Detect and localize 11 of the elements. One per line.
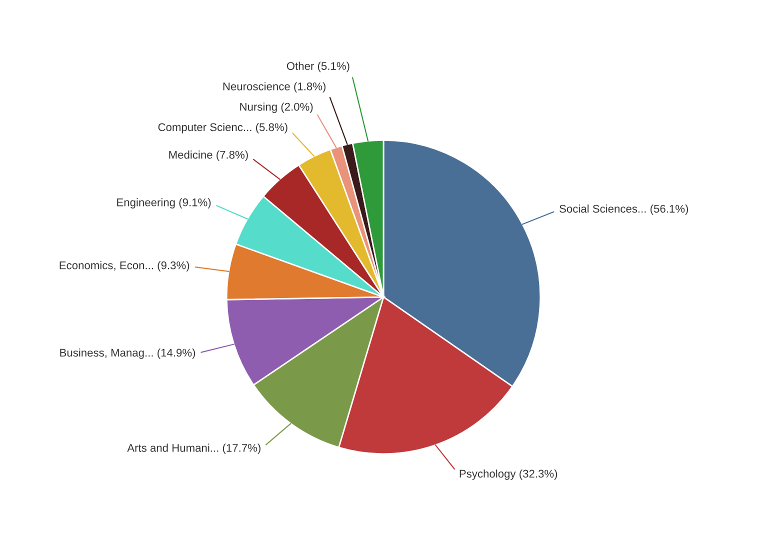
slice-label: Nursing (2.0%): [240, 102, 313, 113]
slice-label: Business, Manag... (14.9%): [60, 348, 196, 359]
slice-label: Economics, Econ... (9.3%): [60, 261, 190, 272]
slice-label: Social Sciences... (56.1%): [560, 204, 688, 215]
slice-label: Arts and Humani... (17.7%): [127, 444, 260, 454]
slice-label: Engineering (9.1%): [117, 198, 211, 208]
slice-label: Neuroscience (1.8%): [223, 82, 326, 93]
slice-label: Psychology (32.3%): [460, 469, 558, 480]
slice-label: Computer Scienc... (5.8%): [158, 122, 288, 134]
slice-label: Medicine (7.8%): [169, 150, 248, 161]
slice-label: Other (5.1%): [286, 62, 350, 72]
